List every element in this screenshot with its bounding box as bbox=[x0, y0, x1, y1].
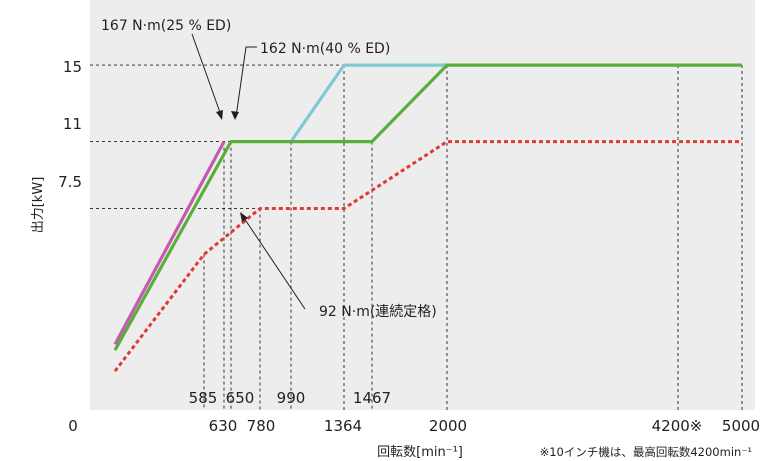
plot-area bbox=[90, 0, 755, 410]
annotation-leader-peak-40 bbox=[235, 46, 257, 118]
x-tick-4200: 4200※ bbox=[652, 417, 703, 435]
series-line-2 bbox=[113, 63, 742, 351]
x-tick-1364: 1364 bbox=[324, 417, 362, 435]
annotation-leader-peak-25 bbox=[191, 33, 223, 119]
x-tick-780: 780 bbox=[247, 417, 276, 435]
annotation-arrowhead-peak-40 bbox=[231, 111, 239, 120]
annotation-peak-40: 162 N·m(40 % ED) bbox=[260, 41, 390, 57]
x-tick-650: 650 bbox=[226, 389, 255, 407]
x-tick-585: 585 bbox=[189, 389, 218, 407]
series-line-3 bbox=[113, 140, 742, 373]
annotation-arrowhead-continuous bbox=[240, 212, 248, 222]
series-layer bbox=[113, 63, 742, 373]
x-tick-5000: 5000 bbox=[722, 417, 760, 435]
x-axis-label: 回転数[min⁻¹] bbox=[377, 445, 463, 460]
series-line-0 bbox=[113, 140, 226, 346]
y-tick-7-5: 7.5 bbox=[58, 173, 82, 191]
y-axis-label: 出力[kW] bbox=[31, 177, 46, 234]
series-line-1 bbox=[289, 63, 447, 143]
x-tick-labels-lower: 0 630 780 1364 2000 4200※ 5000 bbox=[68, 417, 760, 435]
x-tick-labels-upper: 585 650 990 1467 bbox=[189, 389, 391, 407]
annotation-peak-25: 167 N·m(25 % ED) bbox=[101, 18, 231, 34]
y-tick-15: 15 bbox=[63, 58, 82, 76]
x-tick-990: 990 bbox=[277, 389, 306, 407]
annotation-arrowhead-peak-25 bbox=[216, 110, 223, 120]
y-tick-labels: 15 11 7.5 bbox=[58, 58, 82, 191]
y-tick-11: 11 bbox=[63, 115, 82, 133]
x-tick-1467: 1467 bbox=[353, 389, 391, 407]
annotation-leader-continuous bbox=[241, 214, 306, 310]
footnote: ※10インチ機は、最高回転数4200min⁻¹ bbox=[540, 445, 752, 459]
annotations bbox=[191, 33, 306, 310]
x-tick-0: 0 bbox=[68, 417, 78, 435]
x-tick-2000: 2000 bbox=[429, 417, 467, 435]
x-tick-630: 630 bbox=[209, 417, 238, 435]
annotation-continuous: 92 N·m(連続定格) bbox=[319, 303, 437, 320]
